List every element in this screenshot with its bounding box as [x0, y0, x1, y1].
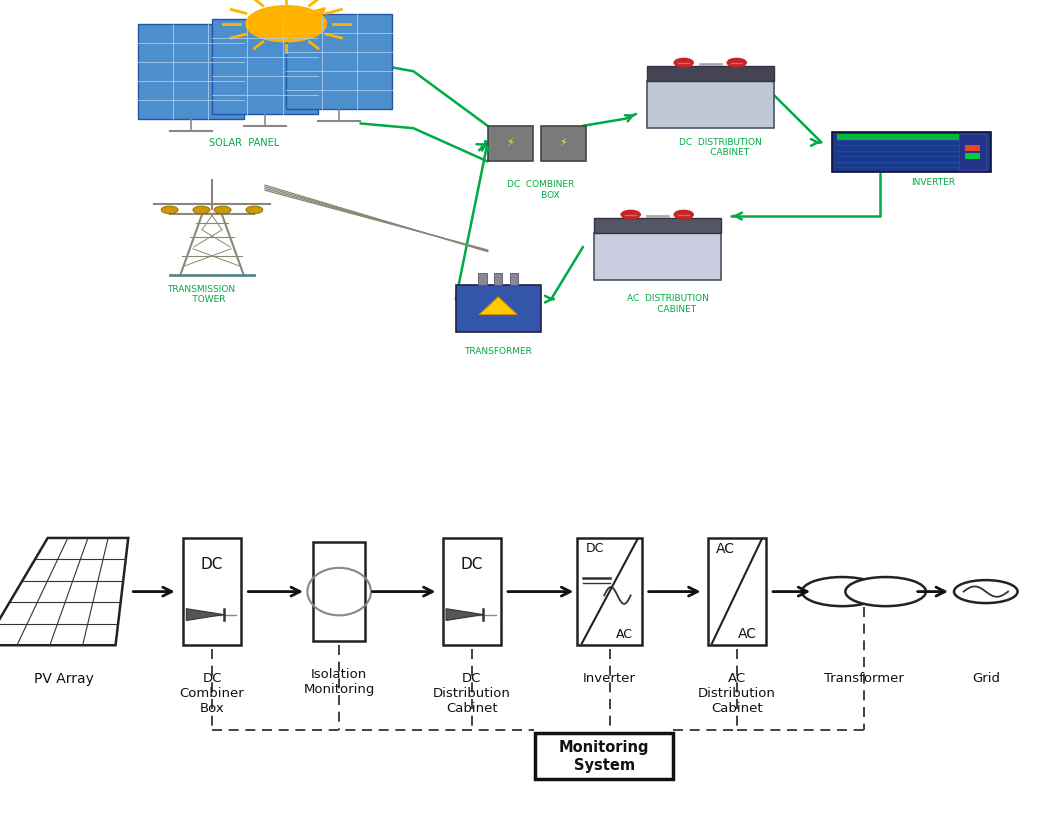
Bar [541, 126, 585, 162]
Bar [535, 733, 673, 780]
Circle shape [214, 206, 231, 214]
Text: AC: AC [739, 627, 757, 641]
Polygon shape [212, 19, 318, 114]
Circle shape [246, 206, 263, 214]
Circle shape [161, 206, 178, 214]
Text: ⚡: ⚡ [560, 138, 567, 148]
Text: TRANSMISSION
     TOWER: TRANSMISSION TOWER [167, 285, 235, 304]
Bar [965, 145, 980, 151]
Circle shape [674, 211, 693, 219]
Text: AC: AC [717, 541, 735, 556]
Circle shape [954, 580, 1018, 603]
Text: AC  DISTRIBUTION
      CABINET: AC DISTRIBUTION CABINET [626, 294, 709, 314]
Bar [647, 81, 774, 128]
Text: Monitoring
System: Monitoring System [559, 741, 650, 772]
Text: AC: AC [616, 628, 633, 641]
Bar [647, 67, 774, 81]
Bar [959, 134, 986, 170]
Bar [510, 273, 518, 285]
Text: DC: DC [200, 557, 224, 572]
Text: Transformer: Transformer [824, 672, 904, 685]
Bar [488, 126, 533, 162]
Polygon shape [286, 14, 392, 109]
Circle shape [621, 211, 640, 219]
Polygon shape [138, 24, 244, 119]
Text: TRANSFORMER: TRANSFORMER [464, 347, 532, 356]
Bar [494, 273, 502, 285]
Bar [313, 542, 366, 641]
Text: DC
Distribution
Cabinet: DC Distribution Cabinet [432, 672, 511, 715]
Bar [456, 285, 541, 332]
Text: DC
Combiner
Box: DC Combiner Box [179, 672, 245, 715]
Text: DC: DC [460, 557, 483, 572]
Bar [594, 218, 721, 232]
Bar [832, 132, 991, 172]
Bar [443, 538, 500, 646]
Polygon shape [446, 609, 483, 621]
Text: AC
Distribution
Cabinet: AC Distribution Cabinet [697, 672, 776, 715]
Polygon shape [479, 297, 517, 315]
Circle shape [846, 577, 926, 606]
Circle shape [801, 577, 882, 606]
Text: ⚡: ⚡ [507, 138, 514, 148]
Bar [965, 153, 980, 159]
Polygon shape [187, 609, 224, 621]
Text: DC: DC [586, 541, 604, 555]
Text: DC  COMBINER
       BOX: DC COMBINER BOX [507, 181, 575, 200]
Text: PV Array: PV Array [34, 672, 93, 686]
Circle shape [674, 58, 693, 67]
Text: Inverter: Inverter [583, 672, 636, 685]
Circle shape [193, 206, 210, 214]
Circle shape [727, 58, 746, 67]
Bar [708, 538, 765, 646]
Circle shape [246, 6, 326, 42]
Text: INVERTER: INVERTER [911, 178, 955, 187]
Bar [478, 273, 487, 285]
Text: Grid: Grid [972, 672, 1000, 685]
Bar [837, 134, 959, 140]
Bar [578, 538, 641, 646]
Bar [594, 232, 721, 280]
Text: DC  DISTRIBUTION
      CABINET: DC DISTRIBUTION CABINET [679, 137, 762, 157]
Text: Isolation
Monitoring: Isolation Monitoring [303, 668, 375, 696]
Bar [183, 538, 242, 646]
Text: SOLAR  PANEL: SOLAR PANEL [209, 137, 279, 147]
Polygon shape [0, 538, 128, 646]
